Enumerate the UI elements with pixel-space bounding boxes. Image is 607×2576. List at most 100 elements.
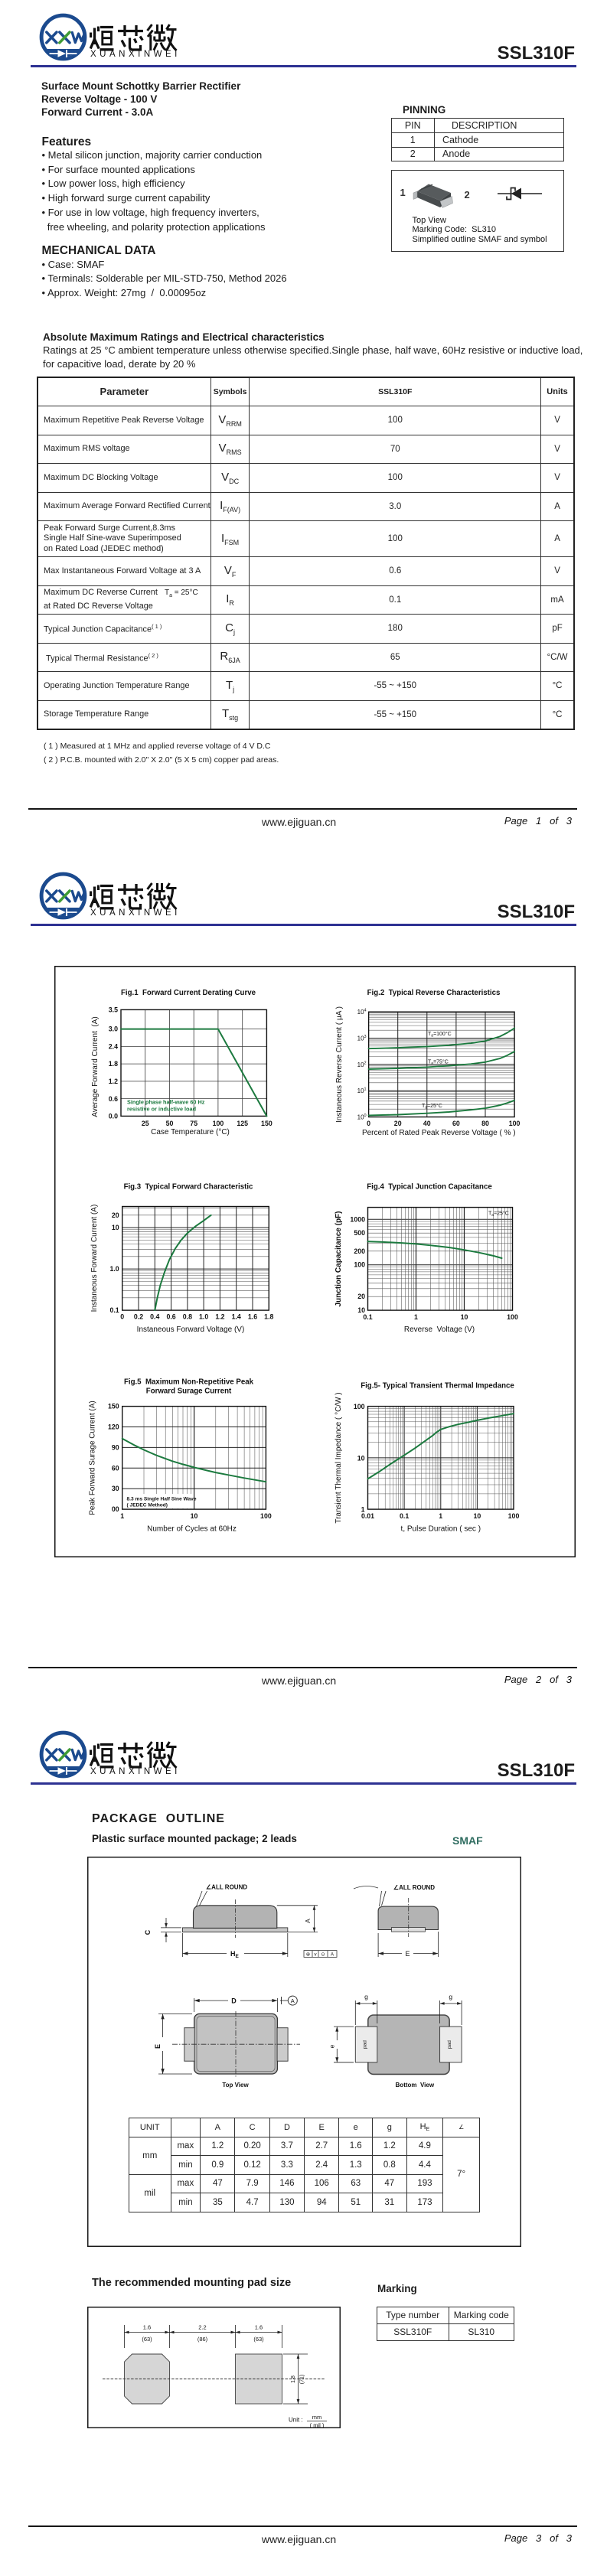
svg-text:1.8: 1.8: [109, 1060, 118, 1068]
svg-text:Ta=25°C: Ta=25°C: [422, 1103, 442, 1110]
svg-text:100: 100: [508, 1512, 520, 1520]
svg-text:Average Forward Current (A): Average Forward Current (A): [91, 1016, 100, 1117]
svg-text:0.6: 0.6: [166, 1313, 175, 1321]
svg-text:2.2: 2.2: [198, 2324, 206, 2331]
svg-text:g: g: [364, 1993, 368, 2000]
svg-text:1: 1: [439, 1512, 442, 1520]
svg-text:60: 60: [452, 1120, 460, 1127]
svg-text:100: 100: [509, 1120, 521, 1127]
svg-text:00: 00: [112, 1505, 119, 1513]
svg-text:20: 20: [357, 1293, 365, 1300]
svg-text:∠ALL ROUND: ∠ALL ROUND: [393, 1884, 434, 1891]
svg-text:1: 1: [414, 1313, 418, 1321]
svg-text:120: 120: [108, 1423, 119, 1431]
svg-text:1.8: 1.8: [264, 1313, 273, 1321]
svg-text:0.01: 0.01: [361, 1512, 374, 1520]
svg-text:3.5: 3.5: [109, 1006, 118, 1013]
svg-text:0.0: 0.0: [109, 1112, 118, 1120]
svg-text:E: E: [154, 2043, 162, 2048]
svg-text:1.4: 1.4: [232, 1313, 241, 1321]
svg-text:C: C: [144, 1929, 152, 1935]
svg-text:(86): (86): [197, 2336, 207, 2343]
svg-text:HE: HE: [230, 1950, 240, 1959]
svg-text:⊙: ⊙: [321, 1952, 325, 1957]
svg-text:1.6: 1.6: [142, 2324, 150, 2331]
svg-text:1.2: 1.2: [109, 1078, 118, 1085]
svg-text:2.4: 2.4: [109, 1042, 118, 1050]
svg-text:(71): (71): [299, 2375, 305, 2384]
svg-text:100: 100: [213, 1120, 224, 1127]
svg-text:0.2: 0.2: [134, 1313, 143, 1321]
svg-text:Ta=100°C: Ta=100°C: [428, 1031, 452, 1039]
svg-text:60: 60: [112, 1464, 119, 1472]
svg-text:100: 100: [354, 1403, 365, 1410]
svg-text:100: 100: [357, 1114, 367, 1121]
svg-text:10: 10: [357, 1454, 365, 1462]
svg-text:104: 104: [357, 1009, 367, 1016]
svg-text:∠ALL ROUND: ∠ALL ROUND: [206, 1883, 247, 1890]
svg-text:75: 75: [190, 1120, 197, 1127]
svg-text:D: D: [231, 1997, 237, 2004]
svg-text:Reverse Voltage (V): Reverse Voltage (V): [404, 1325, 475, 1334]
svg-text:1.0: 1.0: [199, 1313, 208, 1321]
svg-text:Fig.5- Typical Transient Therm: Fig.5- Typical Transient Thermal Impedan…: [361, 1382, 514, 1391]
svg-text:30: 30: [112, 1485, 119, 1492]
svg-text:E: E: [405, 1950, 410, 1958]
svg-text:10: 10: [461, 1313, 468, 1321]
svg-text:resistive or inductive load: resistive or inductive load: [127, 1106, 196, 1113]
svg-text:pad: pad: [446, 2040, 452, 2048]
svg-text:500: 500: [354, 1229, 365, 1237]
svg-text:50: 50: [166, 1120, 174, 1127]
svg-text:Case Temperature (°C): Case Temperature (°C): [151, 1128, 230, 1136]
svg-text:0: 0: [120, 1313, 124, 1321]
svg-text:1.8: 1.8: [291, 2375, 296, 2383]
svg-text:1.0: 1.0: [109, 1265, 119, 1273]
svg-text:10: 10: [473, 1512, 481, 1520]
svg-text:8.3 ms Single Half Sine Wave: 8.3 ms Single Half Sine Wave: [127, 1497, 197, 1502]
svg-text:⊕: ⊕: [305, 1952, 310, 1957]
svg-text:Fig.4 Typical Junction Capaci: Fig.4 Typical Junction Capacitance: [367, 1183, 492, 1192]
svg-text:0.1: 0.1: [400, 1512, 409, 1520]
svg-text:100: 100: [354, 1261, 365, 1269]
svg-text:150: 150: [261, 1120, 272, 1127]
svg-text:Fig.1 Forward Current Deratin: Fig.1 Forward Current Derating Curve: [121, 989, 256, 997]
svg-text:Single phase half-wave 60 Hz: Single phase half-wave 60 Hz: [127, 1099, 205, 1106]
svg-text:1000: 1000: [350, 1215, 365, 1223]
svg-text:0.6: 0.6: [109, 1095, 118, 1103]
svg-text:Forward Surage Current: Forward Surage Current: [146, 1387, 232, 1396]
svg-text:20: 20: [394, 1120, 402, 1127]
svg-text:0.4: 0.4: [150, 1313, 159, 1321]
svg-text:101: 101: [357, 1087, 367, 1095]
svg-text:A: A: [290, 1997, 294, 2004]
svg-text:0.8: 0.8: [183, 1313, 192, 1321]
svg-text:Fig.2 Typical Reverse Charact: Fig.2 Typical Reverse Characteristics: [367, 989, 501, 997]
svg-text:mm: mm: [312, 2414, 321, 2421]
svg-text:Ta=75°C: Ta=75°C: [428, 1059, 449, 1067]
svg-text:100: 100: [260, 1512, 272, 1520]
svg-text:t, Pulse Duration ( sec ): t, Pulse Duration ( sec ): [401, 1525, 481, 1534]
svg-text:80: 80: [481, 1120, 489, 1127]
svg-text:Bottom View: Bottom View: [395, 2082, 434, 2089]
svg-text:Fig.3 Typical Forward Charact: Fig.3 Typical Forward Characteristic: [124, 1183, 253, 1192]
svg-text:v: v: [314, 1952, 317, 1957]
svg-text:( JEDEC Method): ( JEDEC Method): [127, 1503, 168, 1508]
svg-text:Fig.5 Maximum Non-Repetitive: Fig.5 Maximum Non-Repetitive Peak: [124, 1378, 254, 1387]
svg-text:(63): (63): [253, 2336, 264, 2343]
svg-text:Instaneous Reverse Current ( μ: Instaneous Reverse Current ( μA ): [335, 1006, 344, 1123]
svg-text:Peak Forward Surage Current (A: Peak Forward Surage Current (A): [89, 1400, 97, 1515]
svg-text:103: 103: [357, 1035, 367, 1042]
svg-text:1.2: 1.2: [215, 1313, 224, 1321]
svg-text:150: 150: [108, 1403, 119, 1410]
svg-text:Instaneous Forward Current (A): Instaneous Forward Current (A): [90, 1205, 99, 1312]
svg-text:1: 1: [120, 1512, 124, 1520]
svg-text:3.0: 3.0: [109, 1026, 118, 1033]
svg-text:Number of Cycles at 60Hz: Number of Cycles at 60Hz: [147, 1525, 237, 1534]
svg-text:90: 90: [112, 1443, 119, 1451]
svg-text:0.1: 0.1: [363, 1313, 372, 1321]
svg-text:g: g: [449, 1993, 452, 2000]
svg-text:Unit :: Unit :: [289, 2417, 303, 2424]
svg-text:20: 20: [112, 1211, 119, 1219]
svg-text:A: A: [304, 1918, 312, 1922]
svg-text:1.6: 1.6: [254, 2324, 262, 2331]
svg-text:Junction Capacitance (pF): Junction Capacitance (pF): [335, 1211, 343, 1306]
